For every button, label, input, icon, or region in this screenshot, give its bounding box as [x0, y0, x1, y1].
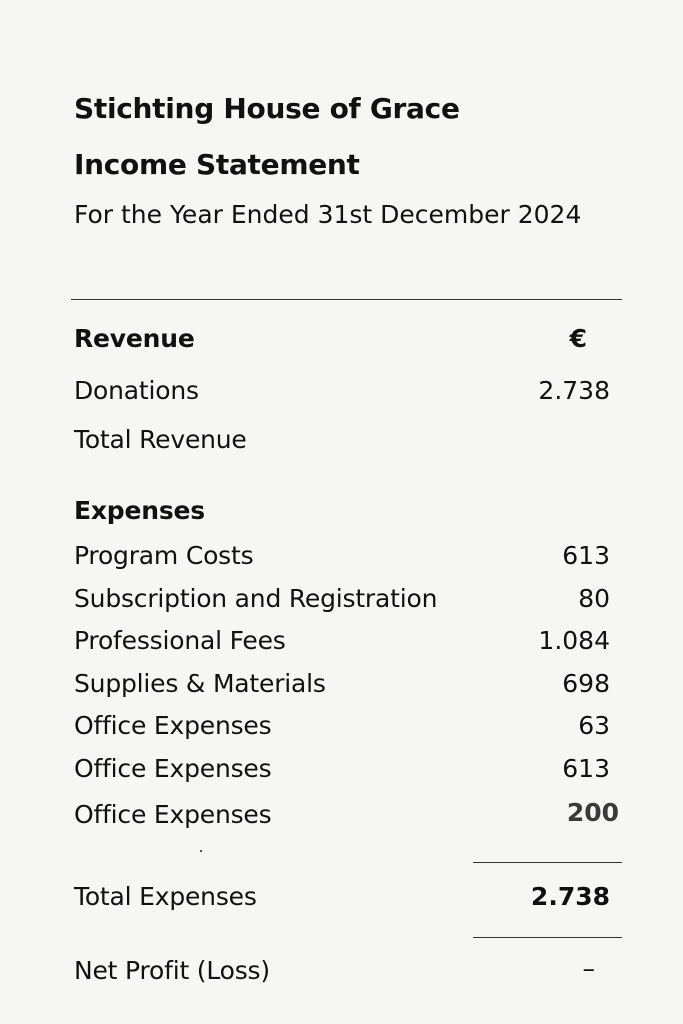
total-revenue-label: Total Revenue: [74, 425, 247, 454]
net-profit-label: Net Profit (Loss): [74, 956, 270, 985]
expense-item-amount: 613: [562, 541, 610, 570]
statement-title: Income Statement: [74, 148, 360, 181]
expense-item-label: Program Costs: [74, 541, 254, 570]
total-expenses-label: Total Expenses: [74, 882, 257, 911]
expense-item-amount: 1.084: [538, 626, 610, 655]
net-profit-amount: –: [582, 954, 596, 983]
total-expenses-top-rule: [473, 862, 622, 863]
expense-item-amount: 698: [562, 669, 610, 698]
expense-item-amount: 63: [578, 711, 610, 740]
expense-item-amount: 613: [562, 754, 610, 783]
revenue-item-amount: 2.738: [538, 376, 610, 405]
total-expenses-bottom-rule: [473, 937, 622, 938]
organization-name: Stichting House of Grace: [74, 92, 460, 125]
header-divider: [71, 299, 622, 300]
expenses-heading: Expenses: [74, 496, 205, 525]
expense-item-label: Office Expenses: [74, 754, 272, 783]
expense-item-label: Supplies & Materials: [74, 669, 326, 698]
total-expenses-amount: 2.738: [530, 882, 610, 911]
revenue-heading: Revenue: [74, 324, 195, 353]
currency-symbol: €: [569, 324, 587, 353]
expense-item-label: Professional Fees: [74, 626, 286, 655]
expense-item-label: Subscription and Registration: [74, 584, 438, 613]
expense-item-amount: 200: [566, 798, 619, 827]
expense-item-amount: 80: [578, 584, 610, 613]
revenue-item-label: Donations: [74, 376, 199, 405]
expense-item-label: Office Expenses: [74, 800, 272, 829]
statement-period: For the Year Ended 31st December 2024: [74, 200, 582, 229]
expense-item-label: Office Expenses: [74, 711, 272, 740]
stray-dot: [200, 850, 202, 852]
